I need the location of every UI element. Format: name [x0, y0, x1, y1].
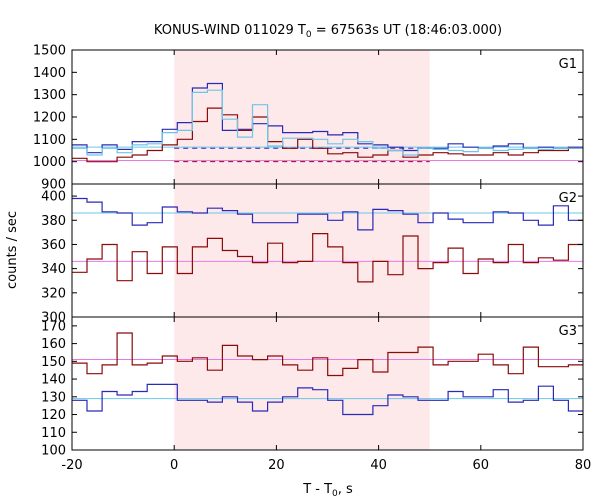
panel-G3-y-tick-label: 120: [41, 408, 66, 423]
panel-G3-y-tick-label: 110: [41, 426, 66, 441]
shaded-interval-layer: [174, 50, 430, 450]
x-axis-label-main: T - T: [302, 482, 332, 497]
panel-G1-label: G1: [559, 57, 577, 72]
y-axis-label: counts / sec: [5, 211, 20, 289]
x-tick-label: 0: [170, 458, 178, 473]
x-tick-label: 60: [473, 458, 490, 473]
x-tick-label: 40: [370, 458, 387, 473]
panel-G2-series-red: [72, 233, 583, 283]
chart-title-subscript: 0: [306, 30, 312, 40]
panel-G3-series-red: [72, 332, 583, 377]
x-axis-label-subscript: 0: [332, 489, 338, 499]
panel-G2-y-tick-label: 400: [41, 190, 66, 205]
panel-G1-series-red: [72, 107, 583, 163]
chart-title: KONUS-WIND 011029 T0 = 67563s UT (18:46:…: [154, 23, 502, 40]
panel-G1-y-tick-label: 1200: [33, 111, 66, 126]
panel-G2-y-tick-label: 300: [41, 311, 66, 326]
panel-G1-y-tick-label: 1000: [33, 155, 66, 170]
x-tick-label: 20: [268, 458, 285, 473]
x-tick-label: -20: [61, 458, 82, 473]
panel-G3-series-blue: [72, 383, 583, 416]
panel-G3-y-tick-label: 150: [41, 355, 66, 370]
panel-G1-y-tick-label: 1300: [33, 88, 66, 103]
panel-G2-label: G2: [559, 191, 577, 206]
panel-G1-y-tick-label: 1100: [33, 133, 66, 148]
panel-G1-y-tick-label: 900: [41, 178, 66, 193]
panel-G2-y-tick-label: 340: [41, 262, 66, 277]
panel-G2-series-blue: [72, 197, 583, 231]
x-tick-label: 80: [575, 458, 592, 473]
x-axis-label-rest: , s: [338, 482, 353, 497]
panel-G2-y-tick-label: 360: [41, 238, 66, 253]
panel-G3-y-tick-label: 170: [41, 319, 66, 334]
panel-G1-series-light_blue: [72, 89, 583, 156]
shaded-interval-rect: [174, 50, 430, 450]
series-layer: [72, 82, 583, 416]
panel-G3-y-tick-label: 140: [41, 373, 66, 388]
x-axis-label: T - T0, s: [302, 482, 353, 499]
panel-G3-y-tick-label: 100: [41, 444, 66, 459]
chart-title-main: KONUS-WIND 011029 T: [154, 23, 306, 38]
panel-G3-frame: [71, 316, 584, 451]
panel-G3-y-tick-label: 160: [41, 337, 66, 352]
panel-G1-y-tick-label: 1400: [33, 66, 66, 81]
panel-G3-y-tick-label: 130: [41, 390, 66, 405]
panel-G2-y-tick-label: 380: [41, 214, 66, 229]
chart-title-rest: = 67563s UT (18:46:03.000): [312, 23, 502, 38]
panel-G1-y-tick-label: 1500: [33, 44, 66, 59]
panel-G2-y-tick-label: 320: [41, 286, 66, 301]
ticks-layer: G1900100011001200130014001500G2300320340…: [33, 44, 591, 474]
panel-G3-label: G3: [559, 324, 577, 339]
